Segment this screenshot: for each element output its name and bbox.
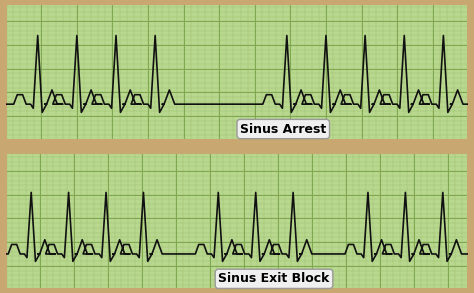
Text: Sinus Exit Block: Sinus Exit Block — [219, 272, 330, 285]
Text: Sinus Arrest: Sinus Arrest — [240, 122, 327, 136]
